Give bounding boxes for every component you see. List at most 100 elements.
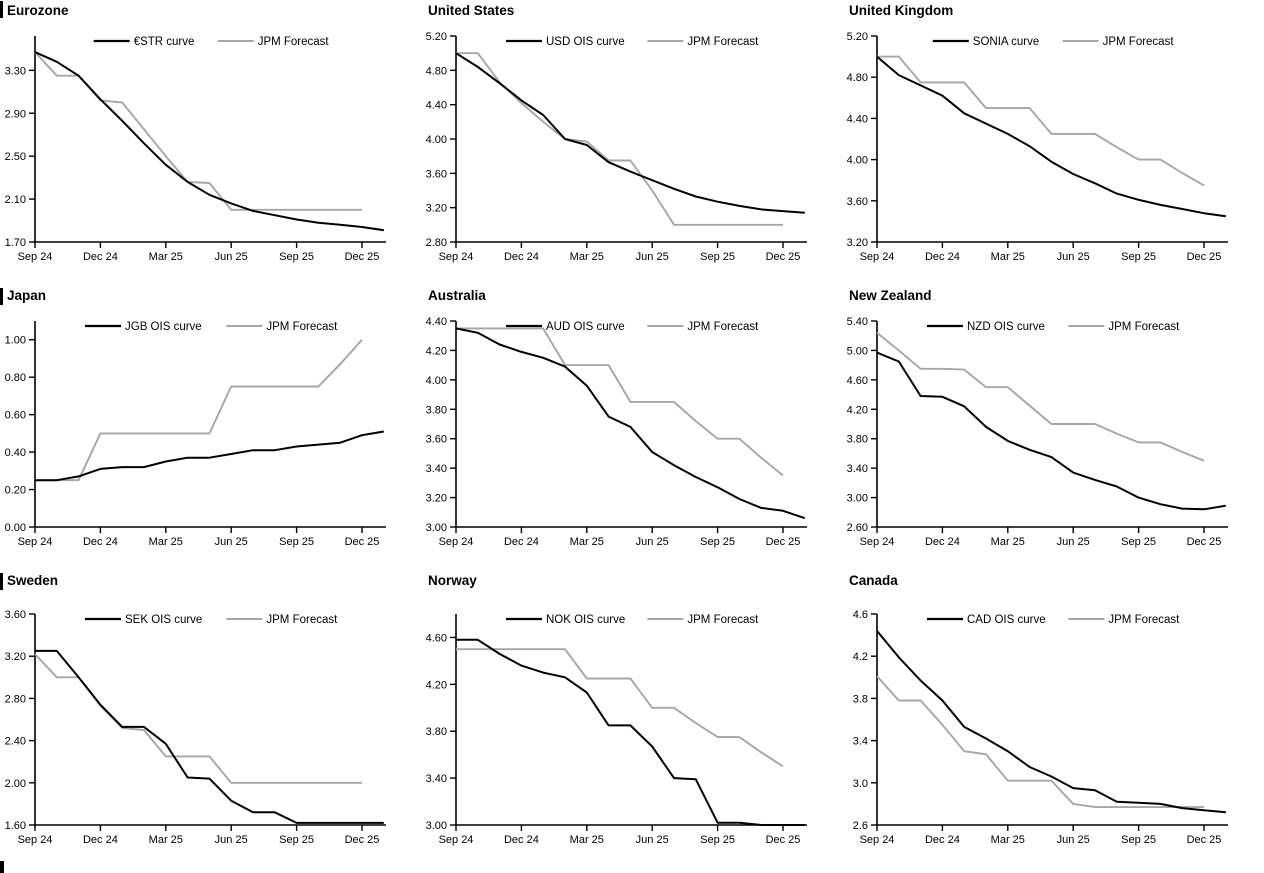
chart-united-states: United States 2.80 3.20 3.60 4.00 4.40 4.80 5.2… <box>426 3 807 263</box>
legend-jpm-forecast-label: JPM Forecast <box>266 321 338 333</box>
x-axis-tick-label: Mar 25 <box>570 536 604 548</box>
chart-title: New Zealand <box>849 288 932 303</box>
x-axis-tick-label: Dec 24 <box>504 536 539 548</box>
x-axis-tick-label: Jun 25 <box>1057 536 1090 548</box>
y-axis-tick-label: 3.60 <box>847 196 868 208</box>
sonia-curve-line <box>876 55 1226 218</box>
y-axis-tick-label: 1.70 <box>5 237 26 249</box>
x-axis-tick-label: Jun 25 <box>636 834 669 846</box>
jpm-forecast-line <box>876 332 1205 462</box>
x-axis-tick-label: Jun 25 <box>636 536 669 548</box>
str-curve-line <box>34 51 384 232</box>
x-axis-tick-label: Sep 24 <box>439 834 474 846</box>
y-axis-tick-label: 4.60 <box>847 375 868 387</box>
axis-lines <box>34 36 386 243</box>
y-axis-tick-label: 0.20 <box>5 485 26 497</box>
y-axis-tick-label: 0.40 <box>5 447 26 459</box>
x-axis-tick-label: Mar 25 <box>570 834 604 846</box>
x-axis-tick-label: Dec 25 <box>1187 251 1222 263</box>
chart-panel-canada: Canada 2.6 3.0 3.4 3.8 4.2 4.6 Sep 24 Dec 24 Mar … <box>842 570 1264 873</box>
y-axis-tick-label: 4.40 <box>847 113 868 125</box>
legend-jgb-ois-curve-label: JGB OIS curve <box>125 321 202 333</box>
x-axis-tick-label: Sep 25 <box>700 251 735 263</box>
y-axis-tick-label: 3.0 <box>853 778 868 790</box>
x-axis-tick-label: Jun 25 <box>215 536 248 548</box>
chart-panel-sweden: Sweden 1.60 2.00 2.40 2.80 3.20 3.60 Sep 24 Dec … <box>0 570 421 873</box>
legend-sek-ois-curve-label: SEK OIS curve <box>125 614 202 626</box>
y-axis-tick-label: 4.00 <box>847 155 868 167</box>
chart-title: United States <box>428 3 514 18</box>
cad-ois-curve-line <box>876 630 1226 814</box>
axis-lines <box>455 321 807 528</box>
x-axis-tick-label: Dec 24 <box>925 536 960 548</box>
y-axis-tick-label: 4.20 <box>426 679 447 691</box>
x-axis-tick-label: Jun 25 <box>1057 251 1090 263</box>
x-axis-tick-label: Mar 25 <box>149 834 183 846</box>
chart-panel-united-states: United States 2.80 3.20 3.60 4.00 4.40 4.80 5.2… <box>421 0 842 285</box>
chart-eurozone: Eurozone 1.70 2.10 2.50 2.90 3.30 Sep 24 Dec 24… <box>5 3 386 263</box>
legend-aud-ois-curve-label: AUD OIS curve <box>546 321 625 333</box>
y-axis-tick-label: 3.00 <box>847 493 868 505</box>
y-axis-tick-label: 4.40 <box>426 316 447 328</box>
chart-title: Japan <box>7 288 46 303</box>
y-axis-tick-label: 3.80 <box>426 404 447 416</box>
y-axis-tick-label: 3.20 <box>847 237 868 249</box>
x-axis-tick-label: Jun 25 <box>215 834 248 846</box>
legend-sonia-curve-label: SONIA curve <box>973 36 1039 48</box>
y-axis-tick-label: 2.40 <box>5 736 26 748</box>
y-axis-tick-label: 3.20 <box>5 651 26 663</box>
y-axis-tick-label: 2.6 <box>853 820 868 832</box>
x-axis-tick-label: Dec 24 <box>83 834 118 846</box>
axis-lines <box>876 36 1228 243</box>
y-axis-tick-label: 0.60 <box>5 410 26 422</box>
y-axis-tick-label: 4.80 <box>847 72 868 84</box>
legend-jpm-forecast-label: JPM Forecast <box>1108 321 1180 333</box>
y-axis-tick-label: 3.60 <box>5 609 26 621</box>
y-axis-tick-label: 2.80 <box>426 237 447 249</box>
chart-canada: Canada 2.6 3.0 3.4 3.8 4.2 4.6 Sep 24 Dec 24 Mar … <box>849 573 1228 846</box>
y-axis-tick-label: 2.50 <box>5 151 26 163</box>
x-axis-tick-label: Sep 25 <box>1121 251 1156 263</box>
legend-str-curve-label: €STR curve <box>134 36 195 48</box>
axis-lines <box>34 614 386 826</box>
legend-nzd-ois-curve-label: NZD OIS curve <box>967 321 1045 333</box>
x-axis-tick-label: Sep 25 <box>1121 834 1156 846</box>
axis-lines <box>876 614 1228 826</box>
x-axis-tick-label: Sep 24 <box>18 536 53 548</box>
jpm-forecast-line <box>34 653 362 784</box>
y-axis-tick-label: 4.20 <box>426 345 447 357</box>
axis-lines <box>455 36 807 243</box>
y-axis-tick-label: 3.40 <box>847 463 868 475</box>
x-axis-tick-label: Dec 25 <box>345 834 380 846</box>
x-axis-tick-label: Mar 25 <box>991 536 1025 548</box>
y-axis-tick-label: 3.8 <box>853 693 868 705</box>
legend-nok-ois-curve-label: NOK OIS curve <box>546 614 625 626</box>
legend-jpm-forecast-label: JPM Forecast <box>1108 614 1180 626</box>
legend-cad-ois-curve-label: CAD OIS curve <box>967 614 1046 626</box>
x-axis-tick-label: Dec 25 <box>345 536 380 548</box>
aud-ois-curve-line <box>455 327 806 520</box>
y-axis-tick-label: 3.60 <box>426 434 447 446</box>
chart-australia: Australia 3.00 3.20 3.40 3.60 3.80 4.00 4.20 4.4… <box>426 288 807 548</box>
x-axis-tick-label: Dec 25 <box>1187 834 1222 846</box>
x-axis-tick-label: Sep 25 <box>700 834 735 846</box>
jpm-forecast-line <box>877 55 1205 187</box>
y-axis-tick-label: 3.80 <box>426 726 447 738</box>
chart-title: Norway <box>428 573 477 588</box>
y-axis-tick-label: 2.90 <box>5 108 26 120</box>
y-axis-tick-label: 5.20 <box>847 31 868 43</box>
legend-jpm-forecast-label: JPM Forecast <box>1103 36 1175 48</box>
y-axis-tick-label: 2.00 <box>5 778 26 790</box>
chart-panel-eurozone: Eurozone 1.70 2.10 2.50 2.90 3.30 Sep 24 Dec 24… <box>0 0 421 285</box>
x-axis-tick-label: Dec 24 <box>925 834 960 846</box>
x-axis-tick-label: Dec 24 <box>504 251 539 263</box>
x-axis-tick-label: Dec 24 <box>83 536 118 548</box>
y-axis-tick-label: 4.6 <box>853 609 868 621</box>
x-axis-tick-label: Sep 24 <box>860 536 895 548</box>
y-axis-tick-label: 2.10 <box>5 194 26 206</box>
chart-new-zealand: New Zealand 2.60 3.00 3.40 3.80 4.20 4.60 5.00 5… <box>847 288 1228 548</box>
x-axis-tick-label: Dec 25 <box>766 536 801 548</box>
chart-norway: Norway 3.00 3.40 3.80 4.20 4.60 Sep 24 Dec 24 Ma… <box>426 573 807 846</box>
y-axis-tick-label: 0.80 <box>5 372 26 384</box>
